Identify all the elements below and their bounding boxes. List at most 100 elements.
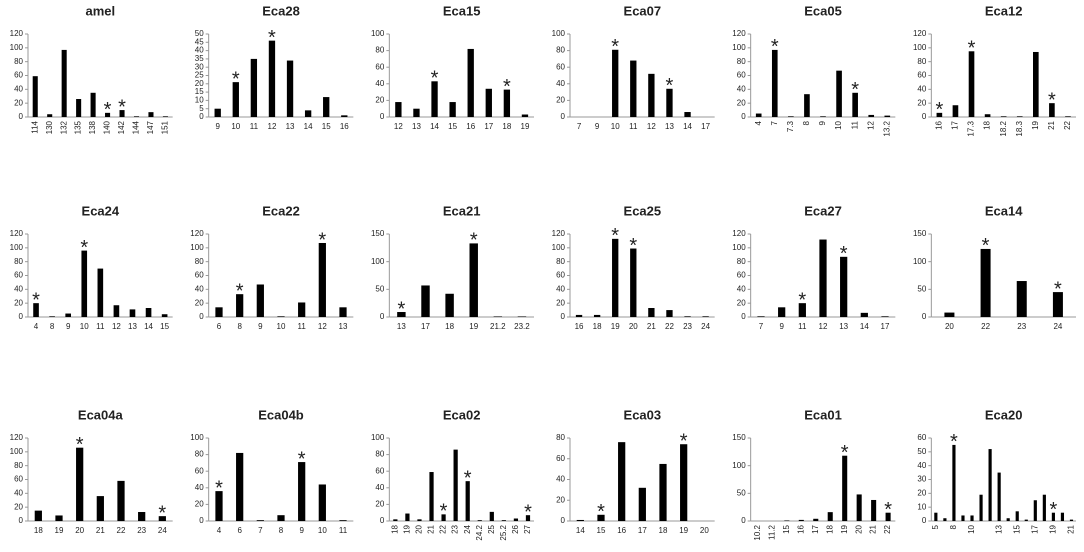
x-tick-label: 22 <box>117 526 126 535</box>
bar <box>277 515 285 521</box>
x-tick-label: 17 <box>811 524 820 533</box>
chart-title: Eca01 <box>804 407 842 422</box>
bar <box>477 520 482 521</box>
bar <box>47 114 53 117</box>
y-tick-label: 80 <box>556 257 565 266</box>
x-tick-label: 21 <box>96 526 105 535</box>
y-tick-label: 100 <box>190 433 204 442</box>
bar <box>979 494 983 521</box>
y-tick-label: 40 <box>14 284 23 293</box>
y-tick-label: 30 <box>917 475 926 484</box>
y-tick-label: 80 <box>917 57 926 66</box>
bar <box>648 308 655 317</box>
chart-title: Eca15 <box>443 3 481 18</box>
x-tick-label: 22 <box>439 524 448 533</box>
x-tick-label: 19 <box>679 526 688 535</box>
bar <box>341 115 348 117</box>
bar <box>819 239 827 317</box>
annotation: * <box>76 434 84 456</box>
x-tick-label: 12 <box>866 120 875 129</box>
bar <box>318 242 326 317</box>
x-tick-label: 20 <box>945 322 954 331</box>
x-tick-label: 13 <box>286 122 295 131</box>
y-tick-label: 45 <box>195 37 204 46</box>
y-tick-label: 30 <box>195 62 204 71</box>
bar <box>215 491 223 521</box>
bar <box>630 248 637 317</box>
bar <box>501 520 506 521</box>
bar <box>1033 500 1037 521</box>
x-tick-label: 12 <box>394 122 403 131</box>
bar <box>339 520 347 521</box>
bar <box>666 88 673 117</box>
x-tick-label: 8 <box>949 524 958 529</box>
bar <box>1042 494 1046 521</box>
annotation: * <box>215 477 223 499</box>
bar <box>236 294 244 317</box>
bar <box>49 316 55 317</box>
y-tick-label: 40 <box>556 284 565 293</box>
y-tick-label: 80 <box>14 57 23 66</box>
y-tick-label: 0 <box>922 112 927 121</box>
x-tick-label: 19 <box>469 322 478 331</box>
x-tick-label: 22 <box>665 322 674 331</box>
annotation: * <box>104 99 112 121</box>
x-tick-label: 130 <box>45 120 54 134</box>
annotation: * <box>397 298 405 320</box>
y-tick-label: 20 <box>737 98 746 107</box>
x-tick-label: 16 <box>466 122 475 131</box>
annotation: * <box>431 68 439 90</box>
y-tick-label: 50 <box>917 284 926 293</box>
y-tick-label: 0 <box>922 312 927 321</box>
annotation: * <box>950 431 958 453</box>
annotation: * <box>118 96 126 118</box>
x-tick-label: 14 <box>860 322 869 331</box>
y-tick-label: 0 <box>380 516 385 525</box>
bar <box>961 515 965 521</box>
bar <box>393 519 398 521</box>
x-tick-label: 21 <box>869 524 878 533</box>
bar <box>827 512 833 521</box>
bar <box>413 108 420 117</box>
x-tick-label: 23 <box>451 524 460 533</box>
bar <box>449 102 456 117</box>
y-tick-label: 80 <box>375 450 384 459</box>
y-tick-label: 40 <box>14 488 23 497</box>
bar <box>161 314 168 317</box>
x-tick-label: 22 <box>883 524 892 533</box>
x-tick-label: 19 <box>1049 524 1058 533</box>
bar <box>1033 51 1039 117</box>
annotation: * <box>158 502 166 524</box>
bar <box>304 110 312 117</box>
y-tick-label: 80 <box>737 57 746 66</box>
x-tick-label: 23.2 <box>514 322 530 331</box>
bar <box>1006 518 1010 521</box>
y-tick-label: 20 <box>375 96 384 105</box>
y-tick-label: 100 <box>552 29 566 38</box>
x-tick-label: 18 <box>659 526 668 535</box>
y-tick-label: 80 <box>195 450 204 459</box>
x-tick-label: 18 <box>34 526 43 535</box>
bar <box>105 112 111 117</box>
chart-title: amel <box>86 3 116 18</box>
y-tick-label: 100 <box>913 257 927 266</box>
x-tick-label: 15 <box>448 122 457 131</box>
bar <box>318 484 326 521</box>
y-tick-label: 100 <box>552 243 566 252</box>
bar <box>445 293 454 317</box>
y-tick-label: 60 <box>737 71 746 80</box>
y-tick-label: 0 <box>922 516 927 525</box>
bar <box>840 256 848 317</box>
bar <box>868 114 875 117</box>
bar <box>784 520 790 521</box>
bar <box>521 114 529 117</box>
bar <box>659 463 667 521</box>
bar <box>405 513 410 521</box>
y-tick-label: 100 <box>190 243 204 252</box>
annotation: * <box>884 499 892 521</box>
x-tick-label: 4 <box>217 526 222 535</box>
x-tick-label: 18 <box>502 122 511 131</box>
x-tick-label: 24.2 <box>475 524 484 540</box>
x-tick-label: 9 <box>258 322 263 331</box>
bar <box>980 248 991 317</box>
